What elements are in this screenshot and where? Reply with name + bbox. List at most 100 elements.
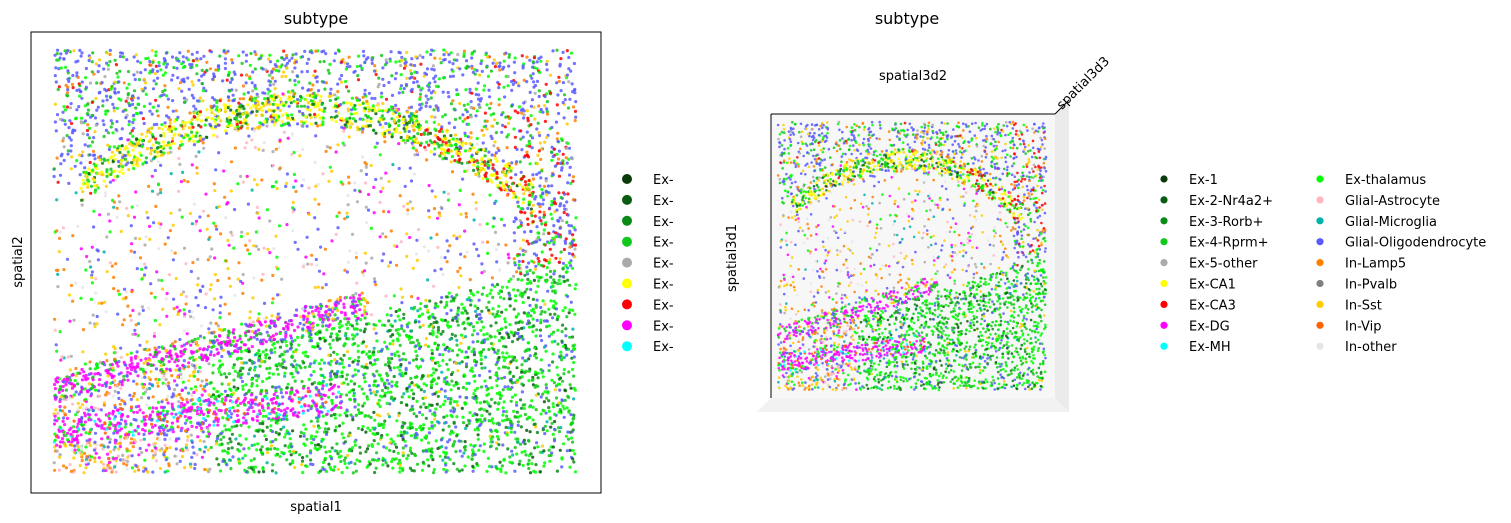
scatter-point <box>318 60 322 64</box>
scatter-point <box>365 99 369 103</box>
scatter-point <box>154 64 158 68</box>
scatter-point <box>416 132 420 136</box>
scatter-point <box>273 446 277 451</box>
scatter-point <box>565 200 569 204</box>
scatter-point <box>416 385 420 389</box>
scatter-point <box>475 69 479 73</box>
scatter-point <box>74 60 78 64</box>
scatter-point <box>387 107 391 112</box>
scatter-point <box>290 56 294 60</box>
scatter-point <box>372 346 376 350</box>
scatter-point <box>163 121 167 125</box>
scatter-point <box>254 113 258 117</box>
scatter-point <box>400 55 404 60</box>
scatter-point <box>338 337 342 341</box>
scatter-point <box>482 449 486 453</box>
scatter-point <box>224 375 228 379</box>
scatter-point <box>212 221 216 225</box>
scatter-point <box>270 76 275 80</box>
scatter-point <box>242 343 246 347</box>
scatter-point <box>298 321 302 325</box>
scatter-point <box>176 312 180 317</box>
scatter-point <box>209 445 213 450</box>
scatter-point <box>264 389 268 393</box>
scatter-point <box>465 424 469 428</box>
scatter-point <box>475 360 479 364</box>
scatter-point <box>93 460 97 464</box>
scatter-point <box>177 400 181 404</box>
scatter-point <box>507 64 511 68</box>
scatter-point <box>54 66 58 70</box>
scatter-point <box>307 186 311 190</box>
scatter-point <box>319 307 323 311</box>
scatter-point <box>490 124 494 128</box>
scatter-point <box>555 48 559 52</box>
scatter-point <box>243 454 247 458</box>
scatter-point <box>482 133 486 137</box>
scatter-point <box>95 314 99 319</box>
scatter-point <box>368 388 372 392</box>
scatter-point <box>336 90 340 94</box>
scatter-point <box>126 150 130 154</box>
scatter-point <box>283 371 287 375</box>
scatter-point <box>454 425 458 429</box>
scatter-point <box>272 82 276 86</box>
scatter-point <box>424 120 429 124</box>
scatter-point <box>81 190 85 194</box>
scatter-point <box>421 449 425 453</box>
scatter-point <box>329 335 333 339</box>
scatter-point <box>271 273 275 278</box>
scatter-point <box>488 412 492 416</box>
scatter-point <box>572 105 576 109</box>
scatter-point <box>520 382 524 386</box>
scatter-point <box>391 457 395 461</box>
scatter-point <box>514 160 519 164</box>
scatter-point <box>225 131 229 135</box>
scatter-point <box>470 52 474 56</box>
scatter-point <box>199 410 203 415</box>
scatter-point <box>472 163 476 167</box>
scatter-point <box>75 108 79 112</box>
scatter-point <box>378 153 382 157</box>
scatter-point <box>409 376 413 380</box>
scatter-point <box>198 447 202 451</box>
scatter-point <box>124 422 128 426</box>
scatter-point <box>205 348 209 352</box>
scatter-point <box>332 326 336 331</box>
scatter-point <box>519 406 524 410</box>
scatter-point <box>559 137 564 141</box>
scatter-point <box>444 452 448 456</box>
scatter-point <box>464 142 468 146</box>
scatter-point <box>60 437 65 441</box>
scatter-point <box>72 456 76 460</box>
scatter-point <box>291 429 295 433</box>
scatter-point <box>61 139 65 143</box>
scatter-point <box>558 388 562 392</box>
scatter-point <box>430 189 434 193</box>
scatter-point <box>475 136 479 141</box>
scatter-point <box>206 427 210 431</box>
scatter-point <box>430 424 434 428</box>
scatter-point <box>212 387 216 391</box>
scatter-point <box>86 123 90 127</box>
scatter-point <box>97 301 101 305</box>
scatter-point <box>321 324 325 328</box>
scatter-point <box>479 358 483 362</box>
scatter-point <box>289 334 293 338</box>
scatter-point <box>427 88 431 92</box>
scatter-point <box>554 202 558 206</box>
scatter-point <box>328 98 332 103</box>
scatter-point <box>560 456 564 460</box>
scatter-point <box>509 426 513 430</box>
scatter-point <box>94 388 98 392</box>
scatter-point <box>69 354 73 358</box>
scatter-point <box>411 266 415 270</box>
scatter-point <box>476 290 480 294</box>
scatter-point <box>326 409 330 413</box>
scatter-point <box>432 468 436 472</box>
scatter-point <box>128 131 132 135</box>
scatter-point <box>149 148 153 152</box>
scatter-point <box>491 163 495 167</box>
scatter-point <box>553 280 557 284</box>
scatter-point <box>415 258 419 262</box>
